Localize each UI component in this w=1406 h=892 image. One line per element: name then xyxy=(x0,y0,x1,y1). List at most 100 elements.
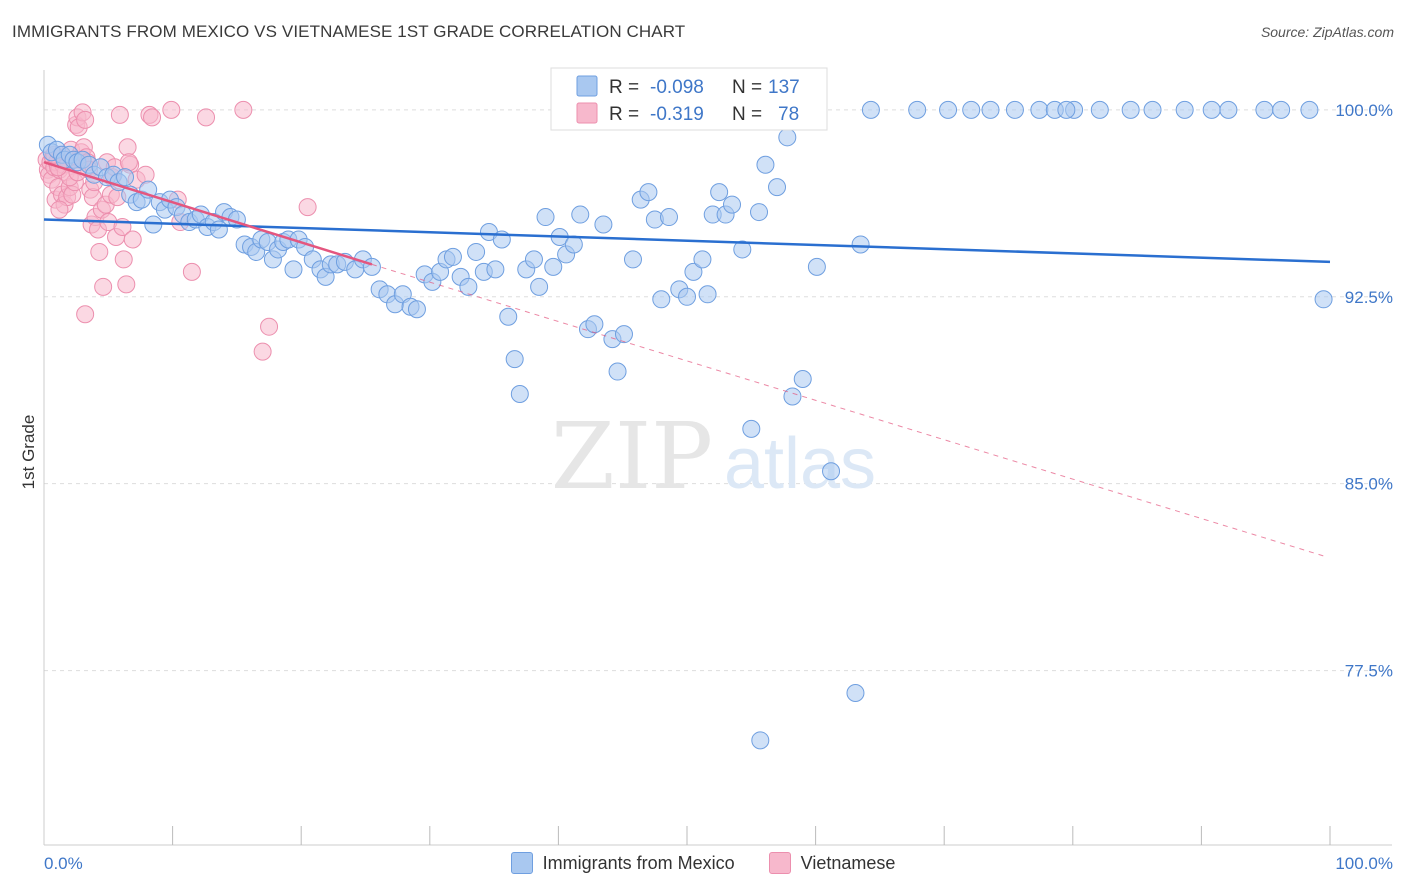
mexico-point xyxy=(639,183,658,202)
r-value-blue: -0.098 xyxy=(650,77,704,98)
mexico-point xyxy=(443,247,462,266)
n-label-pink: N = xyxy=(732,104,762,125)
watermark-zip: ZIP xyxy=(551,403,713,510)
vietnamese-point xyxy=(234,100,253,119)
mexico-point xyxy=(362,257,381,276)
chart-title: IMMIGRANTS FROM MEXICO VS VIETNAMESE 1ST… xyxy=(12,22,686,41)
mexico-point xyxy=(510,384,529,403)
mexico-point xyxy=(807,257,826,276)
mexico-point xyxy=(693,250,712,269)
mexico-point xyxy=(1057,100,1076,119)
mexico-point xyxy=(530,277,549,296)
mexico-point xyxy=(908,100,927,119)
mexico-point xyxy=(861,100,880,119)
mexico-point xyxy=(407,300,426,319)
mexico-point xyxy=(981,100,1000,119)
vietnamese-point xyxy=(143,108,162,127)
mexico-point xyxy=(778,128,797,147)
n-label-blue: N = xyxy=(732,77,762,98)
trend-line-vietnamese-extended xyxy=(371,263,1324,557)
legend-item-vietnamese: Vietnamese xyxy=(768,852,896,874)
x-tick-labels: 0.0% 100.0% xyxy=(44,854,1393,873)
mexico-point xyxy=(783,387,802,406)
x-tick-label: 100.0% xyxy=(1335,854,1393,873)
watermark: ZIP atlas xyxy=(551,403,876,510)
n-value-blue: 137 xyxy=(768,77,800,98)
legend-swatch-mexico xyxy=(510,852,533,874)
vietnamese-point xyxy=(117,275,136,294)
mexico-point xyxy=(614,325,633,344)
vietnamese-point xyxy=(94,277,113,296)
vietnamese-point xyxy=(298,198,317,217)
r-label-pink: R = xyxy=(609,104,639,125)
legend-label-vietnamese: Vietnamese xyxy=(800,852,896,873)
mexico-point xyxy=(505,350,524,369)
trend-line-mexico xyxy=(43,218,1331,264)
mexico-point xyxy=(659,208,678,227)
vietnamese-point xyxy=(76,110,95,129)
trend-line-vietnamese xyxy=(43,161,373,266)
mexico-point xyxy=(1255,100,1274,119)
mexico-point xyxy=(1005,100,1024,119)
y-tick-label: 100.0% xyxy=(1335,101,1393,120)
mexico-point xyxy=(284,260,303,279)
mexico-point xyxy=(467,242,486,261)
vietnamese-point xyxy=(253,342,272,361)
mexico-point xyxy=(742,419,761,438)
vietnamese-point xyxy=(110,105,129,124)
mexico-point xyxy=(652,290,671,309)
vietnamese-point xyxy=(260,317,279,336)
x-tick-label: 0.0% xyxy=(44,854,83,873)
mexico-point xyxy=(822,462,841,481)
vietnamese-point xyxy=(123,230,142,249)
n-value-pink: 78 xyxy=(778,104,799,125)
vietnamese-point xyxy=(114,250,133,269)
mexico-point xyxy=(1314,290,1333,309)
mexico-point xyxy=(564,235,583,254)
mexico-point xyxy=(1300,100,1319,119)
mexico-point xyxy=(571,205,590,224)
y-tick-label: 77.5% xyxy=(1345,662,1393,681)
vietnamese-point xyxy=(162,100,181,119)
r-value-pink: -0.319 xyxy=(650,104,704,125)
vietnamese-point xyxy=(90,242,109,261)
mexico-point xyxy=(756,155,775,174)
mexico-point xyxy=(486,260,505,279)
vietnamese-point xyxy=(76,305,95,324)
vietnamese-point xyxy=(119,153,138,172)
legend-swatch-pink xyxy=(576,102,598,124)
legend-swatch-blue xyxy=(576,75,598,97)
x-ticks xyxy=(172,826,1331,845)
mexico-point xyxy=(751,731,770,750)
vietnamese-point xyxy=(50,200,69,219)
vietnamese-points xyxy=(37,100,317,361)
mexico-points xyxy=(38,100,1333,750)
mexico-point xyxy=(768,178,787,197)
mexico-point xyxy=(1272,100,1291,119)
vietnamese-point xyxy=(197,108,216,127)
mexico-point xyxy=(1030,100,1049,119)
mexico-point xyxy=(524,250,543,269)
legend-swatch-vietnamese xyxy=(768,852,791,874)
mexico-point xyxy=(733,240,752,259)
mexico-point xyxy=(585,315,604,334)
mexico-point xyxy=(939,100,958,119)
mexico-point xyxy=(1175,100,1194,119)
mexico-point xyxy=(710,183,729,202)
axes xyxy=(43,70,1392,846)
mexico-point xyxy=(116,168,135,187)
y-tick-label: 85.0% xyxy=(1345,475,1393,494)
mexico-point xyxy=(962,100,981,119)
mexico-point xyxy=(623,250,642,269)
source-label: Source: ZipAtlas.com xyxy=(1260,24,1394,40)
mexico-point xyxy=(684,262,703,281)
mexico-point xyxy=(1121,100,1140,119)
mexico-point xyxy=(851,235,870,254)
y-tick-labels: 100.0% 92.5% 85.0% 77.5% xyxy=(1335,101,1393,681)
mexico-point xyxy=(1219,100,1238,119)
mexico-point xyxy=(1090,100,1109,119)
vietnamese-point xyxy=(182,262,201,281)
y-tick-label: 92.5% xyxy=(1345,288,1393,307)
legend-label-mexico: Immigrants from Mexico xyxy=(542,852,735,873)
